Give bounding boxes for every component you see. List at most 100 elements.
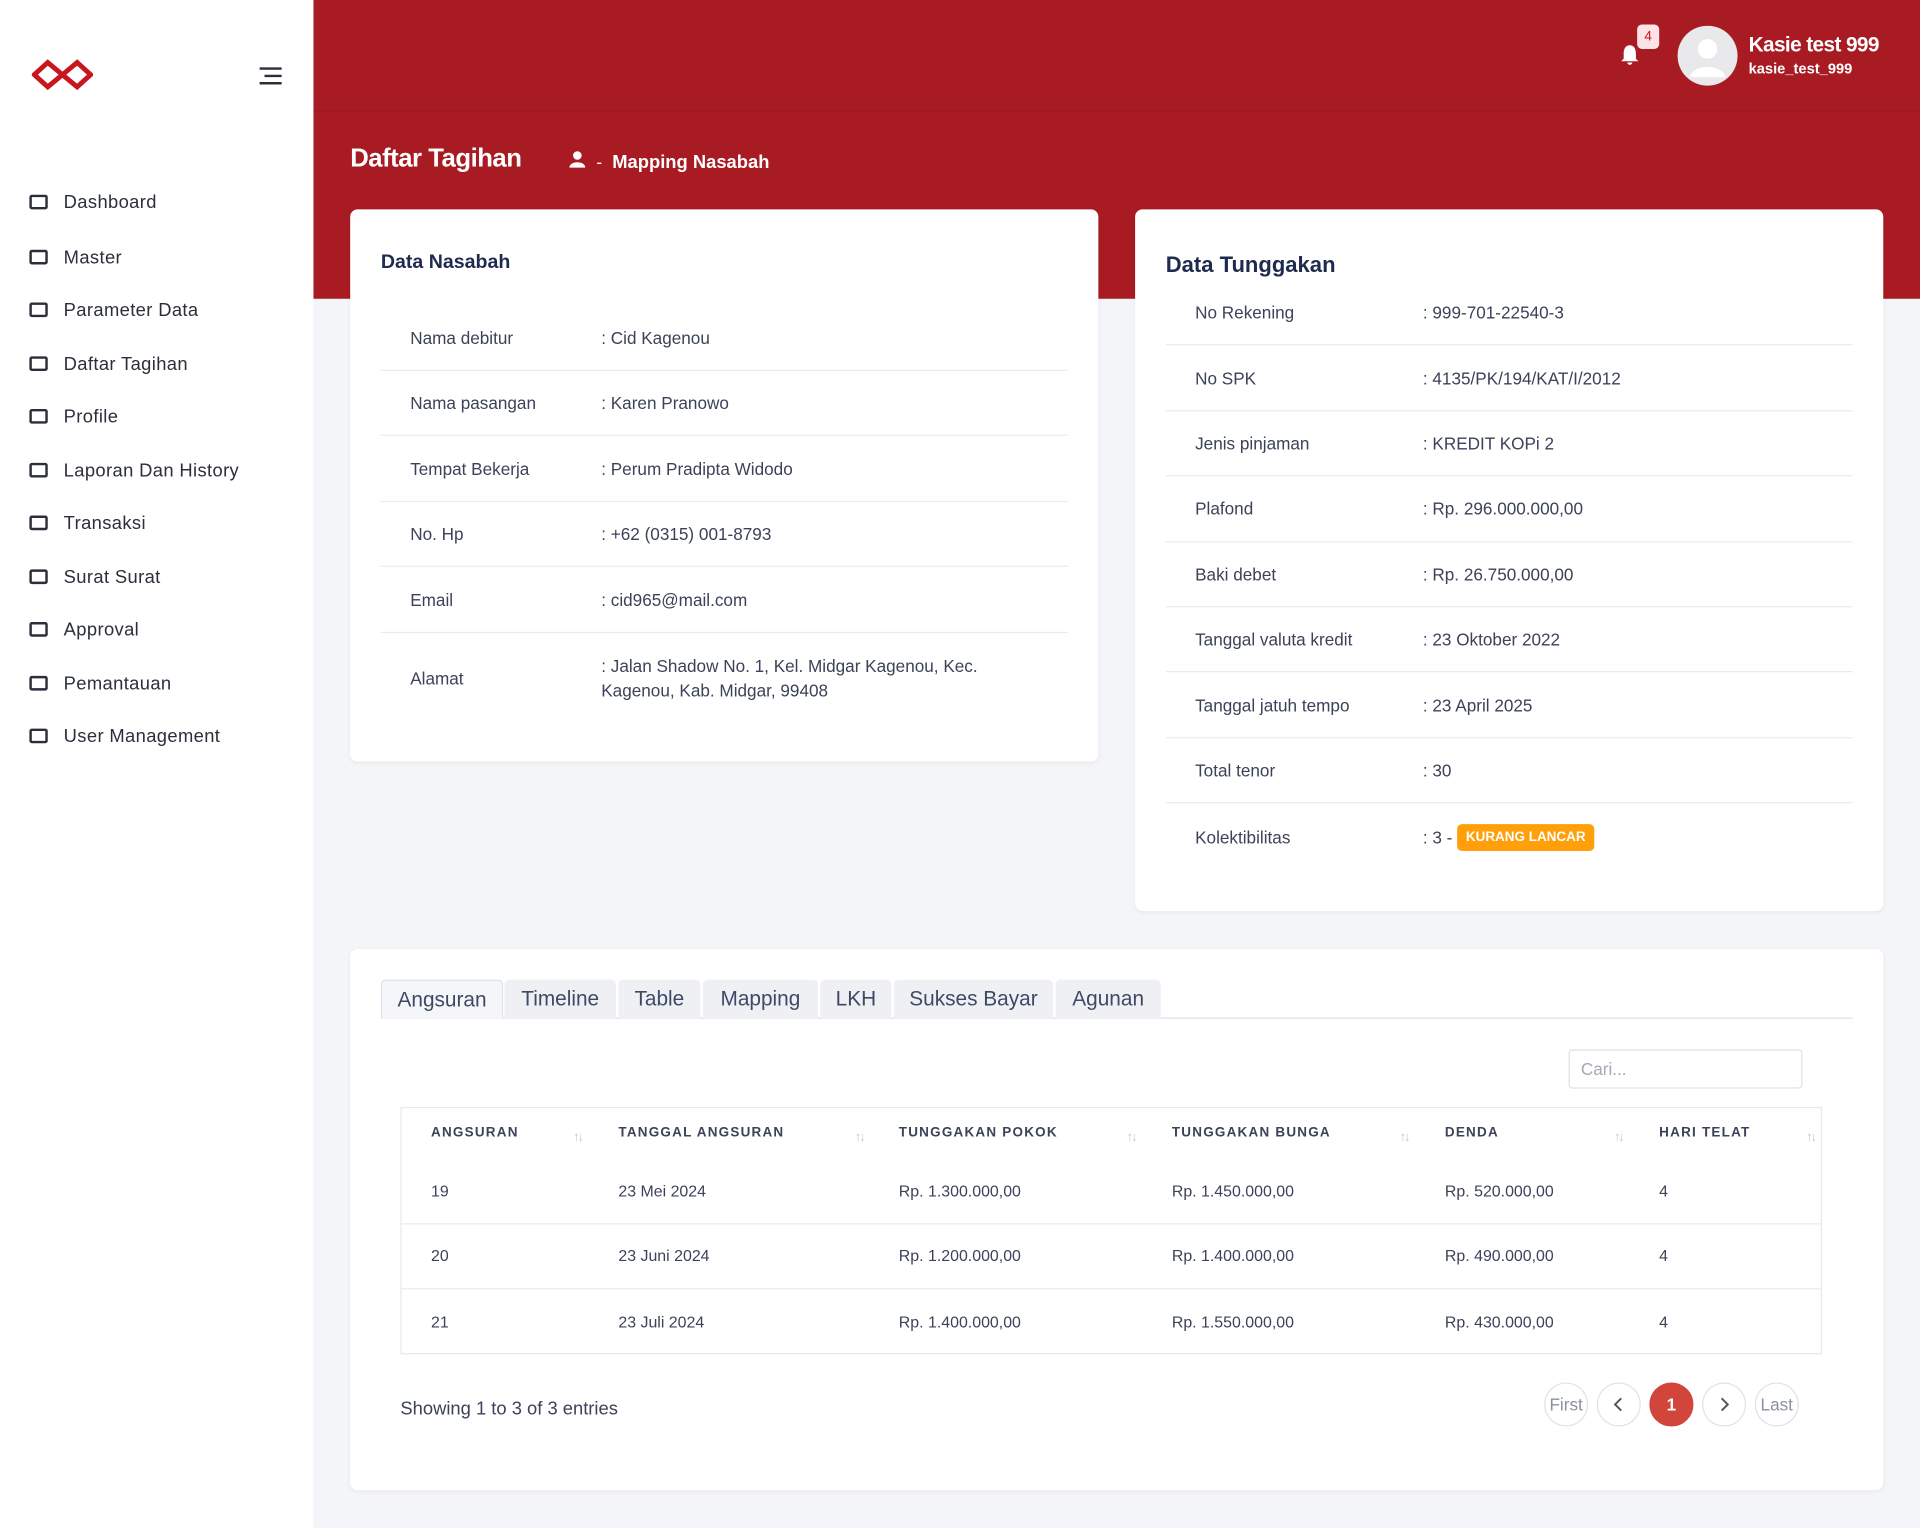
menu-item[interactable]: Approval xyxy=(29,617,139,641)
tab[interactable]: Timeline xyxy=(504,979,616,1019)
cell: Rp. 1.550.000,00 xyxy=(1171,1312,1294,1331)
cell: 4 xyxy=(1659,1181,1669,1201)
card-title: Data Tunggakan xyxy=(1165,252,1336,277)
sort-icon: ↑↓ xyxy=(573,1130,584,1145)
cell: 20 xyxy=(431,1246,449,1266)
cell: 21 xyxy=(431,1312,449,1331)
tunggakan-card xyxy=(1135,209,1884,912)
menu-item[interactable]: Dashboard xyxy=(29,190,156,214)
info-row: Tanggal valuta kredit : 23 Oktober 2022 xyxy=(1165,607,1853,673)
cell: Rp. 490.000,00 xyxy=(1444,1246,1554,1266)
menu-label: Parameter Data xyxy=(63,299,199,321)
menu-label: Profile xyxy=(63,405,119,427)
menu-item[interactable]: Parameter Data xyxy=(29,298,198,322)
page-last[interactable]: Last xyxy=(1754,1382,1799,1427)
menu-icon xyxy=(29,194,48,210)
info-label: Email xyxy=(410,589,454,610)
cell: Rp. 1.200.000,00 xyxy=(898,1246,1021,1266)
menu-item[interactable]: Surat Surat xyxy=(29,564,160,588)
row-divider xyxy=(401,1223,1821,1225)
breadcrumb: Mapping Nasabah xyxy=(612,151,770,173)
sort-icon: ↑↓ xyxy=(1126,1130,1138,1145)
divider xyxy=(313,110,1920,112)
info-value: : Perum Pradipta Widodo xyxy=(601,458,793,479)
menu-icon xyxy=(29,462,48,478)
bell-icon[interactable] xyxy=(1620,44,1640,66)
info-label: Plafond xyxy=(1195,498,1254,519)
tab[interactable]: Angsuran xyxy=(380,979,504,1019)
entries-info: Showing 1 to 3 of 3 entries xyxy=(400,1398,618,1420)
avatar[interactable] xyxy=(1677,25,1738,86)
info-row: No Rekening : 999-701-22540-3 xyxy=(1165,280,1853,346)
chevron xyxy=(1720,1397,1730,1412)
row-divider xyxy=(401,1288,1821,1290)
info-row: Total tenor: 30 xyxy=(1165,738,1853,804)
chevron xyxy=(1613,1397,1622,1412)
cell: 23 Mei 2024 xyxy=(618,1181,706,1201)
info-label: Tanggal valuta kredit xyxy=(1195,629,1353,650)
sort-icon: ↑↓ xyxy=(1399,1130,1411,1145)
cell: Rp. 430.000,00 xyxy=(1444,1312,1554,1331)
info-value: : KREDIT KOPi 2 xyxy=(1422,433,1555,454)
cell: 19 xyxy=(431,1181,449,1201)
info-value: : 4135/PK/194/KAT/I/2012 xyxy=(1422,368,1621,388)
menu-toggle[interactable] xyxy=(257,66,284,86)
menu-label: Master xyxy=(63,246,123,268)
cell: 23 Juni 2024 xyxy=(618,1246,710,1266)
tab[interactable]: Agunan xyxy=(1055,979,1161,1019)
menu-item[interactable]: Daftar Tagihan xyxy=(29,351,188,375)
column-header[interactable]: DENDA xyxy=(1444,1125,1499,1141)
menu-item[interactable]: Laporan Dan History xyxy=(29,458,239,482)
page-next[interactable] xyxy=(1702,1382,1747,1427)
notification-badge: 4 xyxy=(1637,24,1660,49)
tab[interactable]: Table xyxy=(618,979,701,1019)
tab[interactable]: LKH xyxy=(820,979,892,1019)
menu-icon xyxy=(29,356,48,372)
column-header[interactable]: TUNGGAKAN POKOK xyxy=(898,1125,1058,1141)
info-label: No Rekening xyxy=(1195,302,1295,323)
info-row: Tanggal jatuh tempo: 23 April 2025 xyxy=(1165,673,1853,739)
menu-label: Approval xyxy=(63,618,140,640)
tab[interactable]: Sukses Bayar xyxy=(893,979,1054,1019)
column-header[interactable]: TUNGGAKAN BUNGA xyxy=(1171,1125,1331,1141)
cell: 4 xyxy=(1659,1246,1669,1266)
sort-icon: ↑↓ xyxy=(1613,1130,1625,1145)
info-value: : cid965@mail.com xyxy=(601,589,748,610)
column-header[interactable]: TANGGAL ANGSURAN xyxy=(618,1125,785,1141)
info-value: : 23 Oktober 2022 xyxy=(1422,629,1561,650)
menu-item[interactable]: Pemantauan xyxy=(29,671,171,695)
nasabah-card xyxy=(350,209,1099,762)
info-label: Alamat xyxy=(410,667,464,688)
breadcrumb-separator: - xyxy=(596,151,603,172)
info-value: : 30 xyxy=(1422,760,1452,780)
card-title: Data Nasabah xyxy=(380,252,511,274)
menu-item[interactable]: User Management xyxy=(29,724,220,748)
info-value: : +62 (0315) 001-8793 xyxy=(601,524,772,544)
sidebar xyxy=(0,0,314,1528)
column-header[interactable]: ANGSURAN xyxy=(431,1125,519,1141)
info-label: Baki debet xyxy=(1195,564,1277,584)
info-row: Baki debet: Rp. 26.750.000,00 xyxy=(1165,542,1853,608)
menu-icon xyxy=(29,515,48,531)
info-label: Nama debitur xyxy=(410,328,514,348)
menu-item[interactable]: Transaksi xyxy=(29,511,146,535)
info-row: Jenis pinjaman: KREDIT KOPi 2 xyxy=(1165,411,1853,477)
menu-label: Laporan Dan History xyxy=(63,459,240,481)
search-input[interactable]: Cari... xyxy=(1568,1049,1803,1089)
page-current[interactable]: 1 xyxy=(1649,1382,1694,1427)
menu-icon xyxy=(29,728,48,744)
menu-item[interactable]: Profile xyxy=(29,404,118,428)
page-first[interactable]: First xyxy=(1544,1382,1589,1427)
info-value: : Rp. 296.000.000,00 xyxy=(1422,498,1583,519)
column-header[interactable]: HARI TELAT xyxy=(1659,1125,1751,1141)
info-value: : 23 April 2025 xyxy=(1422,694,1533,715)
menu-item[interactable]: Master xyxy=(29,245,122,269)
page-prev[interactable] xyxy=(1596,1382,1641,1427)
info-row: Kolektibilitas: 3 - KURANG LANCAR xyxy=(1166,803,1853,872)
info-value: : 999-701-22540-3 xyxy=(1422,302,1564,323)
cell: Rp. 1.450.000,00 xyxy=(1171,1181,1294,1201)
info-label: No SPK xyxy=(1195,368,1257,388)
tab[interactable]: Mapping xyxy=(702,979,818,1019)
